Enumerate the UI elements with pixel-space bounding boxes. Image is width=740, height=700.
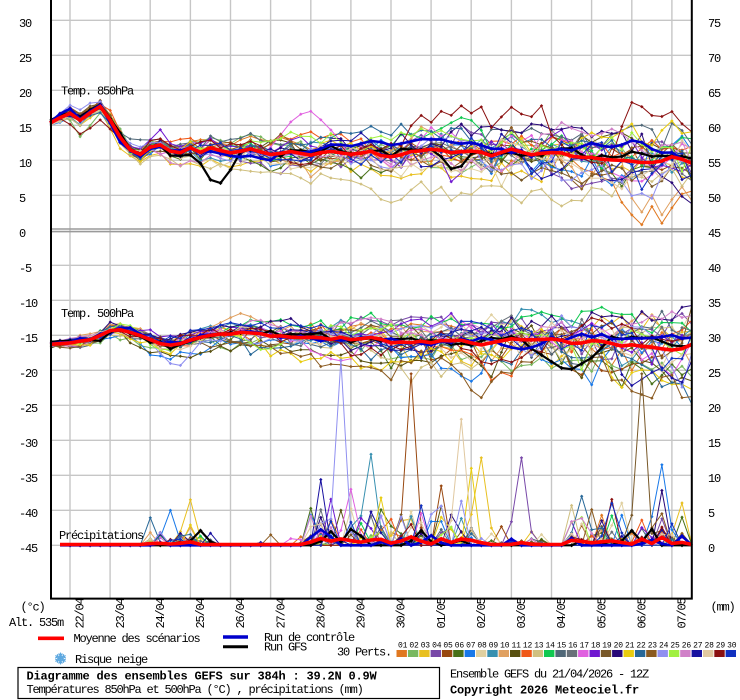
svg-text:0: 0 bbox=[19, 227, 26, 241]
svg-text:28/04: 28/04 bbox=[314, 597, 328, 628]
svg-text:02: 02 bbox=[409, 641, 419, 650]
svg-text:5: 5 bbox=[708, 507, 715, 521]
svg-text:Run GFS: Run GFS bbox=[264, 641, 307, 655]
svg-text:50: 50 bbox=[708, 192, 721, 206]
svg-text:30: 30 bbox=[727, 641, 737, 650]
svg-text:25/04: 25/04 bbox=[194, 597, 208, 628]
svg-text:(mm): (mm) bbox=[711, 600, 735, 614]
svg-text:70: 70 bbox=[708, 52, 721, 66]
svg-text:30 Perts.: 30 Perts. bbox=[337, 646, 391, 660]
svg-text:03/05: 03/05 bbox=[515, 597, 529, 628]
svg-text:15: 15 bbox=[19, 122, 32, 136]
svg-text:-35: -35 bbox=[19, 472, 38, 486]
svg-text:02/05: 02/05 bbox=[475, 597, 489, 628]
svg-text:22: 22 bbox=[636, 641, 646, 650]
svg-text:06/05: 06/05 bbox=[636, 597, 650, 628]
svg-text:04: 04 bbox=[432, 641, 442, 650]
svg-text:20: 20 bbox=[614, 641, 624, 650]
svg-text:01: 01 bbox=[398, 641, 408, 650]
svg-text:27/04: 27/04 bbox=[274, 597, 288, 628]
svg-text:19: 19 bbox=[602, 641, 612, 650]
svg-text:10: 10 bbox=[708, 472, 721, 486]
svg-text:09: 09 bbox=[489, 641, 499, 650]
svg-text:27: 27 bbox=[693, 641, 703, 650]
svg-text:75: 75 bbox=[708, 17, 721, 31]
svg-text:26/04: 26/04 bbox=[234, 597, 248, 628]
svg-text:30/04: 30/04 bbox=[395, 597, 409, 628]
svg-text:(°c): (°c) bbox=[21, 600, 45, 614]
svg-text:05: 05 bbox=[443, 641, 453, 650]
svg-text:03: 03 bbox=[421, 641, 431, 650]
svg-text:07/05: 07/05 bbox=[676, 597, 690, 628]
svg-text:16: 16 bbox=[568, 641, 578, 650]
svg-text:14: 14 bbox=[546, 641, 556, 650]
svg-text:-5: -5 bbox=[19, 262, 32, 276]
svg-text:26: 26 bbox=[682, 641, 692, 650]
svg-text:65: 65 bbox=[708, 87, 721, 101]
svg-text:10: 10 bbox=[19, 157, 32, 171]
svg-text:Copyright 2026 Meteociel.fr: Copyright 2026 Meteociel.fr bbox=[450, 684, 639, 698]
svg-text:24/04: 24/04 bbox=[154, 597, 168, 628]
svg-text:05/05: 05/05 bbox=[595, 597, 609, 628]
svg-text:15: 15 bbox=[708, 437, 721, 451]
svg-text:23: 23 bbox=[648, 641, 658, 650]
svg-text:Précipitations: Précipitations bbox=[59, 529, 144, 543]
svg-text:-30: -30 bbox=[19, 437, 38, 451]
svg-text:18: 18 bbox=[591, 641, 601, 650]
svg-text:25: 25 bbox=[19, 52, 32, 66]
svg-text:60: 60 bbox=[708, 122, 721, 136]
svg-text:29/04: 29/04 bbox=[355, 597, 369, 628]
svg-text:29: 29 bbox=[716, 641, 726, 650]
svg-text:Run de contrôle: Run de contrôle bbox=[264, 631, 355, 645]
svg-text:20: 20 bbox=[19, 87, 32, 101]
svg-text:-40: -40 bbox=[19, 507, 38, 521]
svg-text:Temp. 500hPa: Temp. 500hPa bbox=[61, 307, 134, 321]
svg-text:40: 40 bbox=[708, 262, 721, 276]
svg-text:12: 12 bbox=[523, 641, 533, 650]
svg-text:30: 30 bbox=[19, 17, 32, 31]
svg-text:25: 25 bbox=[670, 641, 680, 650]
svg-text:35: 35 bbox=[708, 297, 721, 311]
svg-text:28: 28 bbox=[705, 641, 715, 650]
svg-text:0: 0 bbox=[708, 542, 715, 556]
svg-text:21: 21 bbox=[625, 641, 635, 650]
svg-text:Ensemble GEFS du 21/04/2026 -: Ensemble GEFS du 21/04/2026 - 12Z bbox=[450, 668, 649, 682]
svg-text:08: 08 bbox=[477, 641, 487, 650]
svg-text:24: 24 bbox=[659, 641, 669, 650]
svg-text:01/05: 01/05 bbox=[435, 597, 449, 628]
svg-text:10: 10 bbox=[500, 641, 510, 650]
svg-text:25: 25 bbox=[708, 367, 721, 381]
svg-text:-20: -20 bbox=[19, 367, 38, 381]
svg-text:23/04: 23/04 bbox=[114, 597, 128, 628]
svg-text:11: 11 bbox=[512, 641, 522, 650]
svg-text:Températures 850hPa et 500hPa: Températures 850hPa et 500hPa (°C) , pré… bbox=[27, 683, 363, 697]
svg-text:Diagramme des ensembles GEFS s: Diagramme des ensembles GEFS sur 384h : … bbox=[27, 670, 378, 684]
svg-text:06: 06 bbox=[455, 641, 465, 650]
svg-text:17: 17 bbox=[580, 641, 590, 650]
svg-text:20: 20 bbox=[708, 402, 721, 416]
svg-text:07: 07 bbox=[466, 641, 476, 650]
svg-text:04/05: 04/05 bbox=[555, 597, 569, 628]
svg-text:22/04: 22/04 bbox=[74, 597, 88, 628]
svg-text:-10: -10 bbox=[19, 297, 38, 311]
svg-text:-45: -45 bbox=[19, 542, 38, 556]
svg-text:5: 5 bbox=[19, 192, 26, 206]
svg-text:15: 15 bbox=[557, 641, 567, 650]
svg-text:55: 55 bbox=[708, 157, 721, 171]
svg-text:-15: -15 bbox=[19, 332, 38, 346]
svg-text:30: 30 bbox=[708, 332, 721, 346]
svg-text:45: 45 bbox=[708, 227, 721, 241]
svg-text:13: 13 bbox=[534, 641, 544, 650]
svg-text:Moyenne des scénarios: Moyenne des scénarios bbox=[74, 632, 201, 646]
svg-text:Risque neige: Risque neige bbox=[75, 653, 148, 667]
svg-text:-25: -25 bbox=[19, 402, 38, 416]
svg-text:Temp. 850hPa: Temp. 850hPa bbox=[61, 84, 134, 98]
svg-text:Alt. 535m: Alt. 535m bbox=[9, 616, 64, 630]
